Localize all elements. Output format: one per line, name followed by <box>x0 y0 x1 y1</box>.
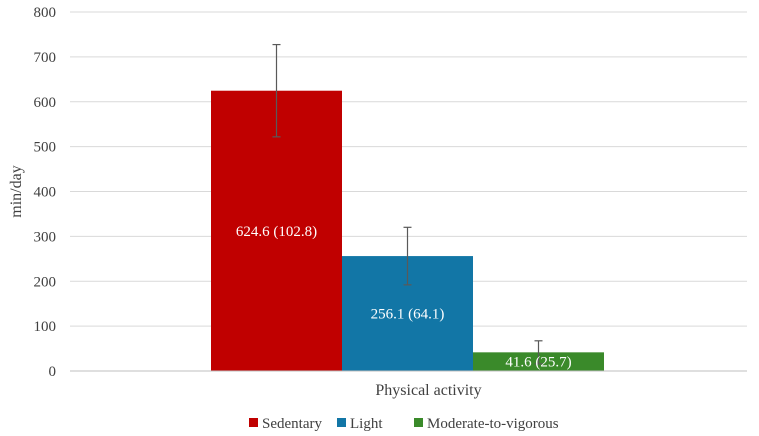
y-tick-label: 300 <box>34 229 57 245</box>
gridlines <box>70 11 747 327</box>
error-bars <box>272 43 543 365</box>
data-label-1: 624.6 (102.8) <box>236 224 317 240</box>
legend: Sedentary Light Moderate-to-vigorous <box>249 416 559 432</box>
y-axis-title: min/day <box>8 165 25 217</box>
y-tick-label: 200 <box>34 274 57 290</box>
y-tick-label: 700 <box>34 50 57 66</box>
y-tick-label: 500 <box>34 140 57 156</box>
legend-label-1: Sedentary <box>262 416 322 432</box>
y-tick-label: 400 <box>34 185 57 201</box>
data-labels: 624.6 (102.8) 256.1 (64.1) 41.6 (25.7) <box>236 224 572 371</box>
data-label-3: 41.6 (25.7) <box>505 355 571 371</box>
data-label-2: 256.1 (64.1) <box>371 307 445 323</box>
x-axis-title: Physical activity <box>375 382 481 399</box>
legend-swatch-1 <box>249 418 258 427</box>
legend-swatch-2 <box>337 418 346 427</box>
y-tick-label: 0 <box>49 364 57 380</box>
legend-label-3: Moderate-to-vigorous <box>427 416 559 432</box>
y-tick-label: 100 <box>34 319 57 335</box>
y-tick-label: 600 <box>34 95 57 111</box>
bars <box>211 90 604 371</box>
y-tick-label: 800 <box>34 5 57 21</box>
legend-swatch-3 <box>414 418 423 427</box>
y-axis-ticks: 0 100 200 300 400 500 600 700 800 <box>34 5 57 380</box>
legend-label-2: Light <box>350 416 383 432</box>
